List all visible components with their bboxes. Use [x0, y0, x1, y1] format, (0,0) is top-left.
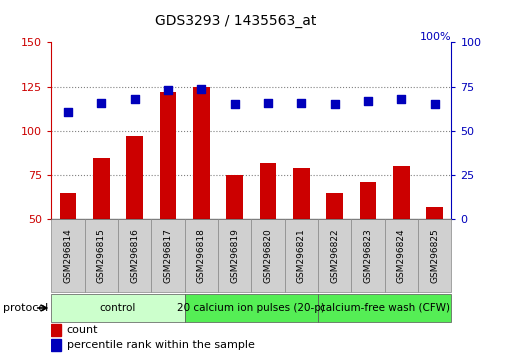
Text: calcium-free wash (CFW): calcium-free wash (CFW) [320, 303, 450, 313]
Bar [185, 219, 218, 292]
Point [97, 100, 106, 105]
Point [297, 100, 305, 105]
Text: 20 calcium ion pulses (20-p): 20 calcium ion pulses (20-p) [177, 303, 325, 313]
Text: GSM296821: GSM296821 [297, 228, 306, 283]
Text: GSM296814: GSM296814 [64, 228, 72, 283]
Bar [360, 182, 377, 219]
Bar [118, 219, 151, 292]
Point [197, 86, 205, 91]
Text: GSM296824: GSM296824 [397, 228, 406, 283]
Bar [93, 158, 110, 219]
Bar [318, 219, 351, 292]
Bar [185, 294, 318, 322]
Text: 100%: 100% [420, 32, 451, 42]
Text: GSM296823: GSM296823 [364, 228, 372, 283]
Point [164, 87, 172, 93]
Point [397, 96, 405, 102]
Bar [51, 294, 185, 322]
Bar [218, 219, 251, 292]
Bar [51, 219, 85, 292]
Point [230, 102, 239, 107]
Point [64, 109, 72, 114]
Point [264, 100, 272, 105]
Bar [251, 219, 285, 292]
Text: protocol: protocol [3, 303, 48, 313]
Bar [193, 87, 210, 219]
Point [130, 96, 139, 102]
Bar [51, 324, 62, 336]
Text: GSM296820: GSM296820 [264, 228, 272, 283]
Text: GSM296818: GSM296818 [197, 228, 206, 283]
Point [330, 102, 339, 107]
Bar [293, 168, 310, 219]
Text: GSM296817: GSM296817 [164, 228, 172, 283]
Bar [226, 175, 243, 219]
Text: count: count [67, 325, 98, 336]
Bar [85, 219, 118, 292]
Point [430, 102, 439, 107]
Bar [385, 219, 418, 292]
Text: GSM296825: GSM296825 [430, 228, 439, 283]
Bar [351, 219, 385, 292]
Bar [393, 166, 410, 219]
Bar [285, 219, 318, 292]
Text: control: control [100, 303, 136, 313]
Bar [60, 193, 76, 219]
Bar [151, 219, 185, 292]
Bar [126, 136, 143, 219]
Point [364, 98, 372, 104]
Text: GDS3293 / 1435563_at: GDS3293 / 1435563_at [155, 14, 317, 28]
Text: GSM296816: GSM296816 [130, 228, 139, 283]
Bar [318, 294, 451, 322]
Text: percentile rank within the sample: percentile rank within the sample [67, 341, 254, 350]
Bar [326, 193, 343, 219]
Bar [160, 92, 176, 219]
Text: GSM296822: GSM296822 [330, 228, 339, 283]
Bar [426, 207, 443, 219]
Text: GSM296819: GSM296819 [230, 228, 239, 283]
Text: GSM296815: GSM296815 [97, 228, 106, 283]
Bar [418, 219, 451, 292]
Bar [260, 163, 277, 219]
Bar [51, 339, 62, 352]
